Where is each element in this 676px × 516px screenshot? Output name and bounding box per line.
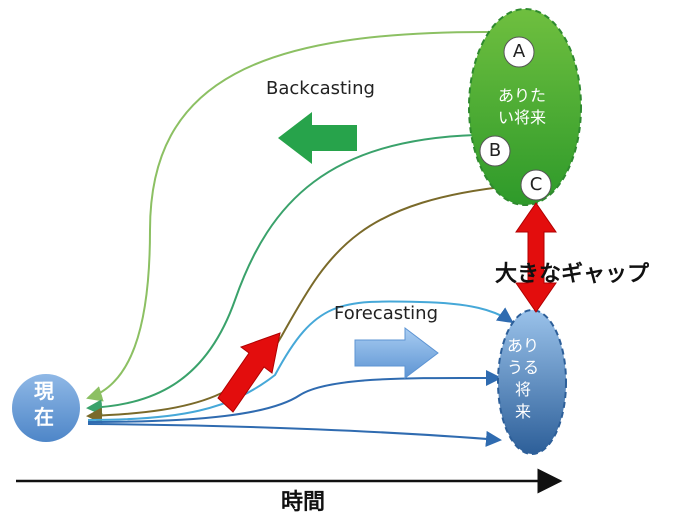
backcasting-curve-c xyxy=(86,184,521,424)
forecasting-curve-upper xyxy=(87,300,514,421)
present-line-1: 現 xyxy=(34,379,54,403)
possible-line-4: 来 xyxy=(514,402,531,421)
possible-line-2: うる xyxy=(506,358,539,377)
point-c-marker xyxy=(520,169,552,201)
backcasting-label: Backcasting xyxy=(266,78,375,99)
desired-line-1: ありた xyxy=(497,86,546,105)
forecasting-curve-middle xyxy=(87,369,502,423)
present-circle xyxy=(12,374,80,442)
point-b-marker xyxy=(479,135,511,167)
backcasting-curve-b xyxy=(86,134,477,416)
desired-future-label: ありた い将来 xyxy=(490,85,554,129)
desired-line-2: い将来 xyxy=(497,108,546,127)
gap-label: 大きなギャップ xyxy=(495,262,650,287)
forecasting-label: Forecasting xyxy=(334,303,439,324)
possible-future-ellipse xyxy=(497,309,567,455)
forecasting-curve-lower xyxy=(87,423,502,447)
point-c-label: C xyxy=(529,174,543,195)
time-axis-label: 時間 xyxy=(281,490,326,515)
present-node-label: 現 在 xyxy=(14,378,74,430)
backcasting-arrow-icon xyxy=(278,112,357,164)
present-line-2: 在 xyxy=(34,405,54,429)
diagonal-red-arrow-icon xyxy=(217,332,281,413)
possible-line-3: 将 xyxy=(514,380,531,399)
forecasting-arrow-icon xyxy=(354,326,439,380)
possible-line-1: あり xyxy=(506,336,539,355)
point-a-marker xyxy=(503,36,535,68)
possible-future-label: あり うる 将 来 xyxy=(503,335,543,423)
point-a-label: A xyxy=(512,41,526,62)
gap-double-arrow-icon xyxy=(515,202,557,313)
point-b-label: B xyxy=(488,140,502,161)
backcasting-curve-a xyxy=(86,30,499,402)
